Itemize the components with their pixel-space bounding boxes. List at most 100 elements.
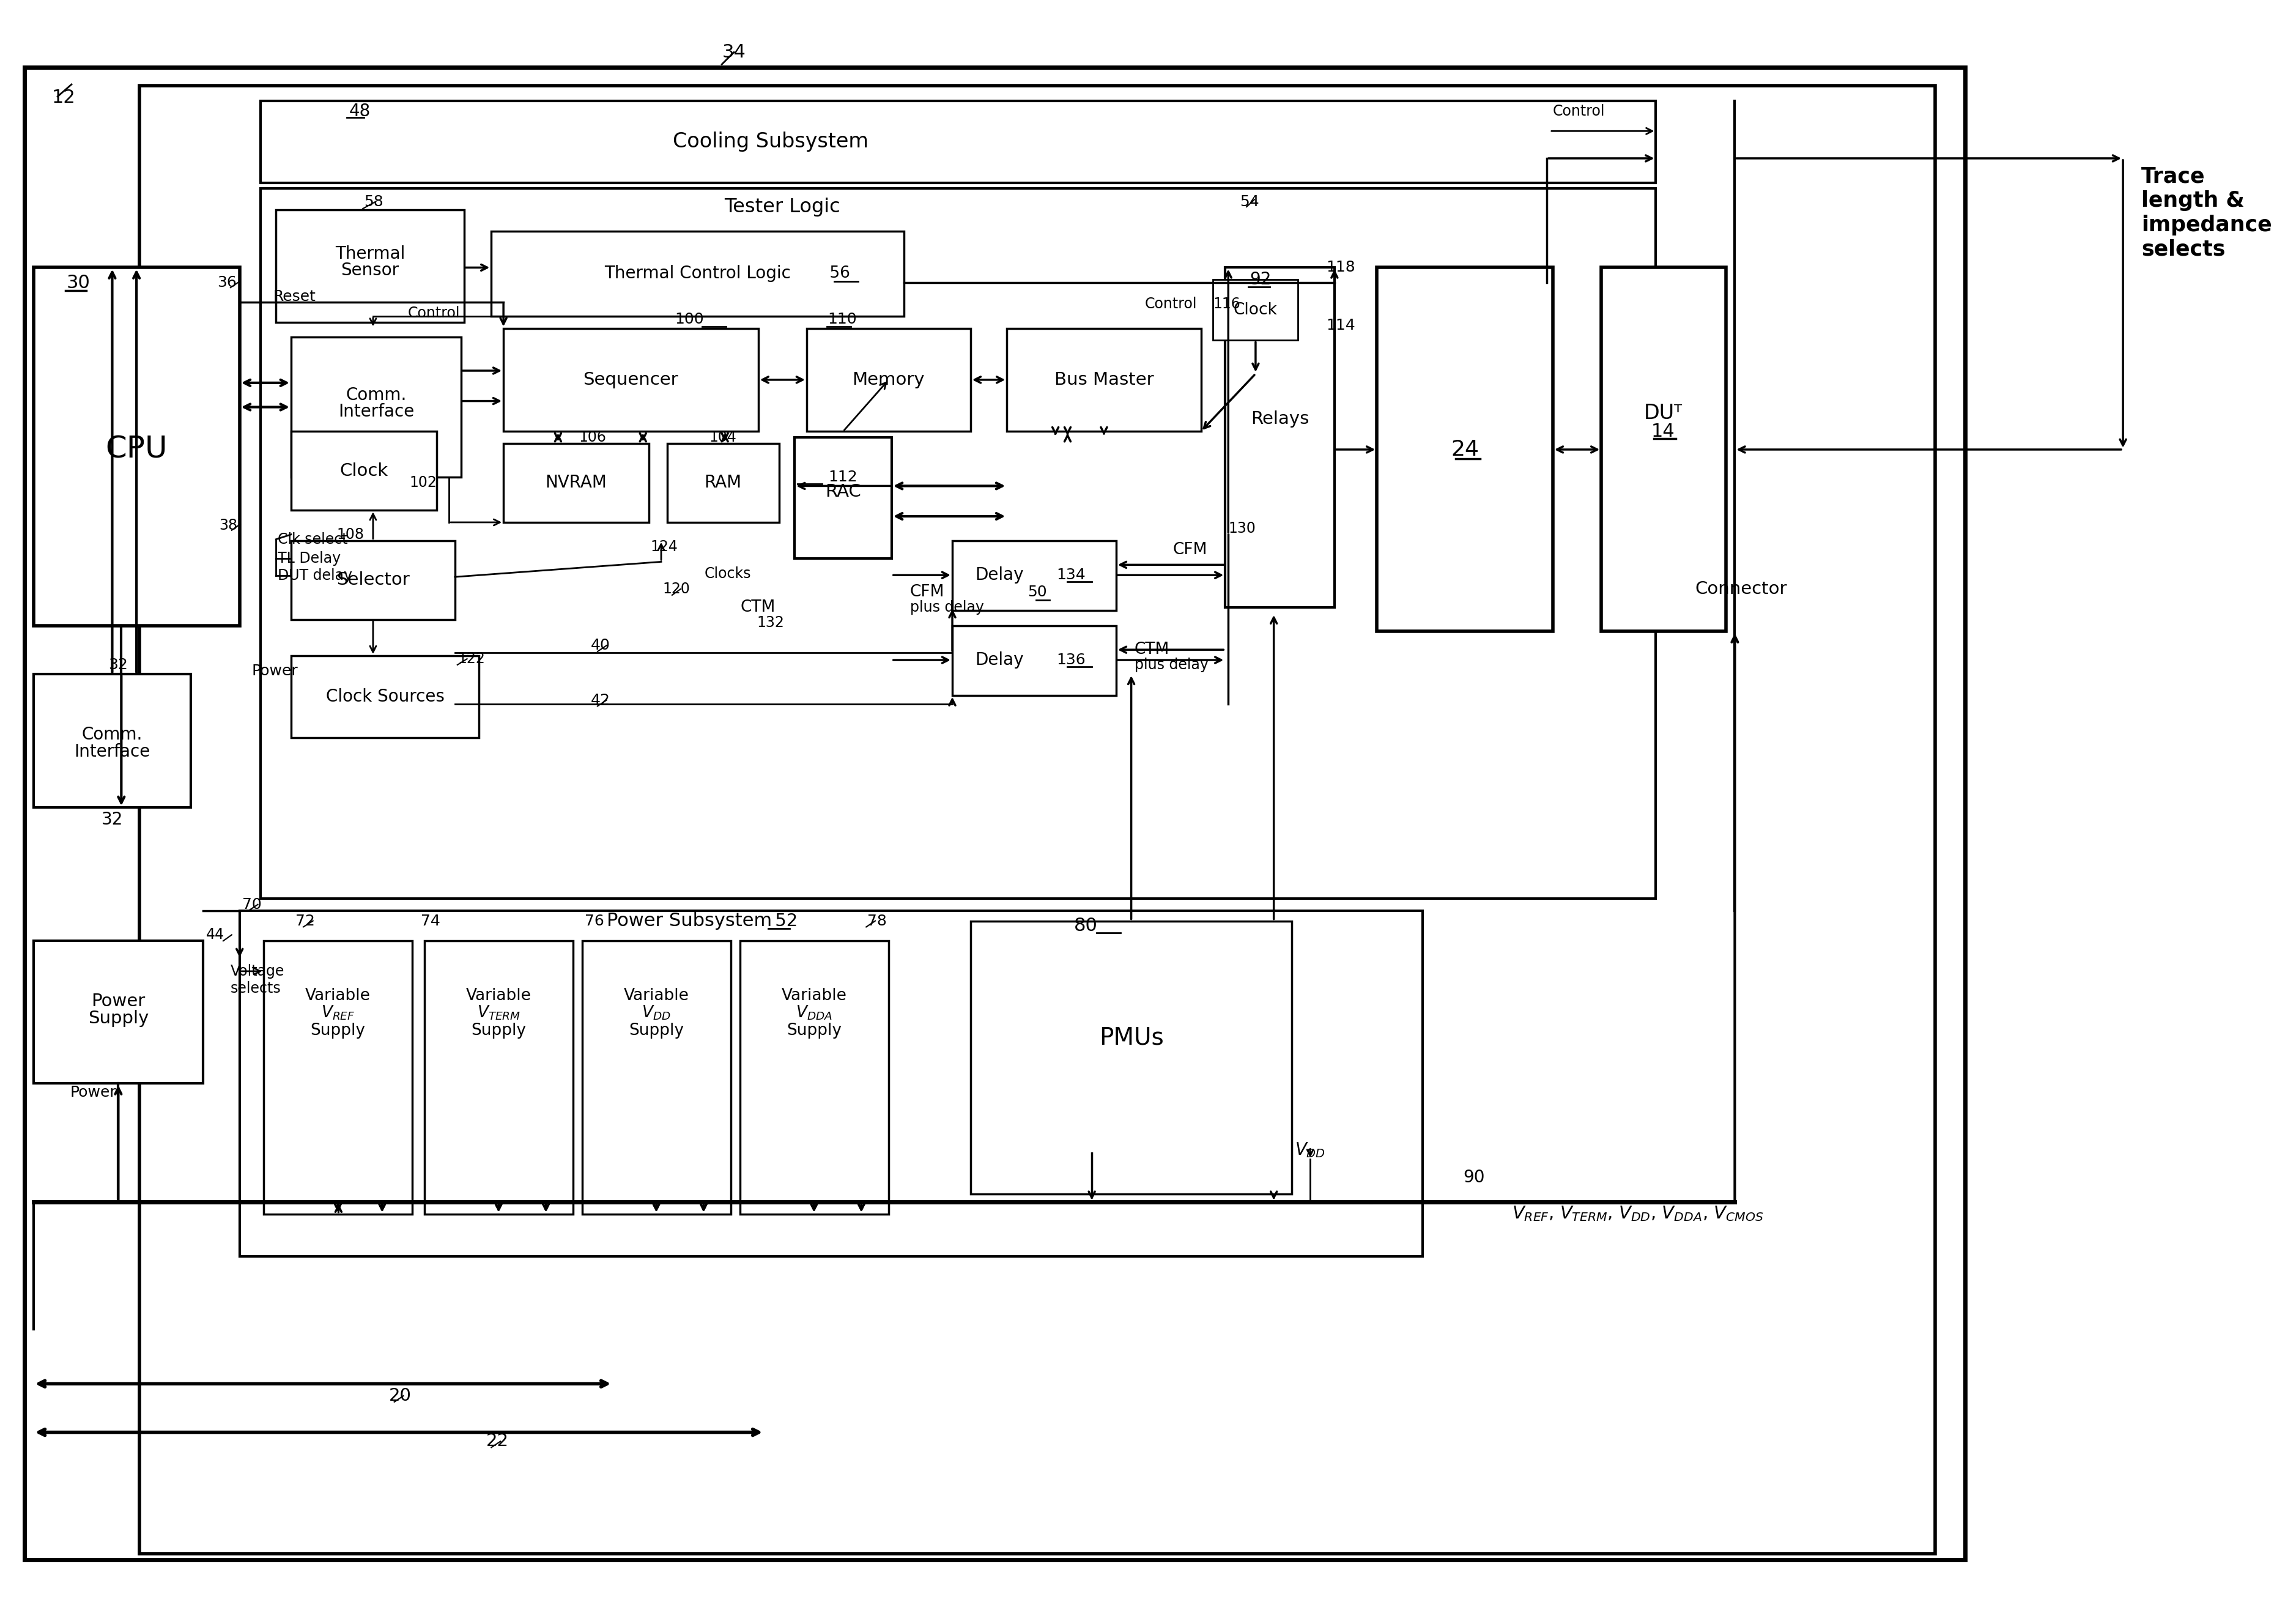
Bar <box>503 328 758 432</box>
Text: 92: 92 <box>1249 271 1270 287</box>
Text: PMUs: PMUs <box>1097 1026 1164 1049</box>
Bar <box>491 231 905 317</box>
Text: Delay: Delay <box>976 567 1024 583</box>
Text: 72: 72 <box>296 914 315 929</box>
Text: Sequencer: Sequencer <box>583 372 677 388</box>
Text: Control: Control <box>1143 297 1196 312</box>
Text: 24: 24 <box>1451 438 1479 460</box>
Text: Voltage: Voltage <box>230 965 285 979</box>
Bar <box>25 67 1965 1559</box>
Text: Sensor: Sensor <box>340 261 400 279</box>
Text: selects: selects <box>230 981 280 996</box>
Bar <box>1378 268 1552 632</box>
Text: 78: 78 <box>868 914 886 929</box>
Text: TL Delay: TL Delay <box>278 552 340 567</box>
Text: $V_{REF}$: $V_{REF}$ <box>321 1004 354 1021</box>
Bar <box>262 188 1655 898</box>
Text: Clock: Clock <box>1233 302 1277 318</box>
Text: Variable: Variable <box>466 987 530 1004</box>
Text: Power Subsystem: Power Subsystem <box>606 913 771 931</box>
Text: Selector: Selector <box>335 572 409 588</box>
Text: 112: 112 <box>829 469 856 484</box>
Text: Control: Control <box>406 305 459 320</box>
Text: Tester Logic: Tester Logic <box>723 198 840 216</box>
Bar <box>1006 328 1201 432</box>
Text: Comm.: Comm. <box>83 726 142 744</box>
Text: 32: 32 <box>108 658 129 672</box>
Text: 22: 22 <box>487 1432 510 1450</box>
Text: 40: 40 <box>590 638 611 653</box>
Text: 106: 106 <box>579 430 606 445</box>
Text: Clock: Clock <box>340 463 388 479</box>
Text: 42: 42 <box>590 693 611 708</box>
Text: Supply: Supply <box>471 1023 526 1039</box>
Text: Supply: Supply <box>785 1023 840 1039</box>
Text: Supply: Supply <box>87 1010 149 1026</box>
Text: Supply: Supply <box>629 1023 684 1039</box>
Text: Power: Power <box>253 664 298 679</box>
Bar <box>1226 268 1334 607</box>
Text: 56: 56 <box>824 266 850 281</box>
Text: 74: 74 <box>420 914 441 929</box>
Bar <box>262 101 1655 182</box>
Text: 114: 114 <box>1325 318 1355 333</box>
Text: Memory: Memory <box>852 372 925 388</box>
Text: $V_{TERM}$: $V_{TERM}$ <box>478 1004 521 1021</box>
Text: Clock Sources: Clock Sources <box>326 689 445 705</box>
Text: Thermal: Thermal <box>335 245 404 261</box>
Text: CFM: CFM <box>909 585 944 599</box>
Text: 118: 118 <box>1325 260 1355 274</box>
Text: 116: 116 <box>1212 297 1240 312</box>
Text: $V_{DD}$: $V_{DD}$ <box>1295 1142 1325 1160</box>
Text: 122: 122 <box>457 651 484 666</box>
Text: CFM: CFM <box>1173 542 1208 557</box>
Text: Control: Control <box>1552 104 1605 119</box>
Bar <box>953 625 1116 695</box>
Text: 48: 48 <box>349 102 370 120</box>
Text: DUT delay: DUT delay <box>278 568 351 583</box>
Text: 14: 14 <box>1651 422 1674 440</box>
Text: Variable: Variable <box>625 987 689 1004</box>
Text: length &: length & <box>2140 190 2243 211</box>
Text: Comm.: Comm. <box>347 387 406 403</box>
Text: $V_{DD}$: $V_{DD}$ <box>641 1004 670 1021</box>
Text: 120: 120 <box>664 581 689 596</box>
Text: 30: 30 <box>67 274 90 292</box>
Text: 102: 102 <box>409 476 436 490</box>
Bar <box>953 541 1116 611</box>
Bar <box>971 921 1293 1194</box>
Text: Thermal Control Logic: Thermal Control Logic <box>604 265 790 283</box>
Text: Reset: Reset <box>273 289 315 304</box>
Text: 50: 50 <box>1026 585 1047 599</box>
Bar <box>276 209 464 322</box>
Bar <box>1600 268 1724 632</box>
Text: RAM: RAM <box>705 474 742 492</box>
Text: Variable: Variable <box>305 987 370 1004</box>
Bar <box>292 656 480 737</box>
Text: Power: Power <box>92 992 145 1010</box>
Text: 34: 34 <box>721 44 746 62</box>
Text: Bus Master: Bus Master <box>1054 372 1153 388</box>
Text: 12: 12 <box>51 89 76 106</box>
Bar <box>583 940 730 1213</box>
Text: Trace: Trace <box>2140 166 2204 187</box>
Text: DUᵀ: DUᵀ <box>1644 403 1683 424</box>
Text: 132: 132 <box>755 615 783 630</box>
Text: CTM: CTM <box>742 599 776 615</box>
Text: 58: 58 <box>363 195 383 209</box>
Text: 130: 130 <box>1228 521 1256 536</box>
Bar <box>425 940 574 1213</box>
Bar <box>34 674 191 807</box>
Text: 70: 70 <box>241 896 262 911</box>
Bar <box>140 86 1936 1554</box>
Text: 54: 54 <box>1240 195 1258 209</box>
Bar <box>34 940 202 1083</box>
Bar <box>668 443 778 523</box>
Text: Connector: Connector <box>1694 580 1786 598</box>
Text: Interface: Interface <box>338 403 413 421</box>
Bar <box>292 541 455 619</box>
Bar <box>503 443 650 523</box>
Bar <box>794 437 891 559</box>
Text: 32: 32 <box>101 810 124 828</box>
Bar <box>1212 279 1297 341</box>
